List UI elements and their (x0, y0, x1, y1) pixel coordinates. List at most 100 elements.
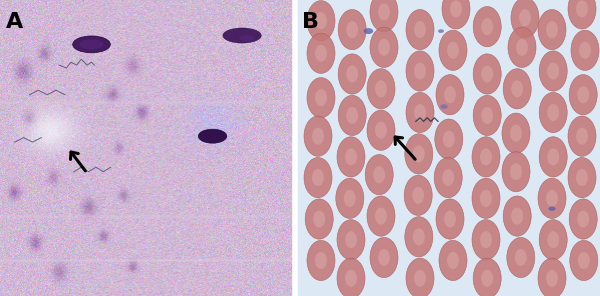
Ellipse shape (312, 169, 324, 186)
Ellipse shape (307, 33, 335, 73)
Ellipse shape (546, 190, 558, 207)
Ellipse shape (569, 75, 597, 115)
Ellipse shape (405, 217, 433, 257)
Ellipse shape (516, 39, 528, 56)
Ellipse shape (199, 129, 227, 143)
Ellipse shape (337, 137, 365, 177)
Ellipse shape (576, 0, 588, 17)
Bar (295, 0, 600, 296)
Ellipse shape (367, 196, 395, 236)
Ellipse shape (511, 207, 523, 225)
Ellipse shape (547, 148, 559, 165)
Text: B: B (302, 12, 319, 32)
Ellipse shape (503, 69, 531, 109)
Ellipse shape (539, 137, 567, 177)
Ellipse shape (480, 231, 492, 248)
Ellipse shape (80, 39, 103, 49)
Ellipse shape (511, 0, 539, 38)
Ellipse shape (539, 220, 567, 260)
Ellipse shape (406, 9, 434, 50)
Ellipse shape (444, 210, 456, 228)
Ellipse shape (539, 51, 567, 91)
Ellipse shape (473, 54, 501, 94)
Ellipse shape (315, 252, 327, 269)
Ellipse shape (547, 62, 559, 80)
Ellipse shape (346, 107, 358, 124)
Ellipse shape (481, 18, 493, 35)
Ellipse shape (442, 169, 454, 186)
Ellipse shape (307, 1, 335, 41)
Ellipse shape (315, 12, 327, 29)
Ellipse shape (503, 196, 531, 236)
Ellipse shape (570, 240, 598, 281)
Ellipse shape (473, 7, 501, 47)
Ellipse shape (412, 187, 424, 204)
Ellipse shape (338, 54, 366, 94)
Ellipse shape (576, 128, 588, 145)
Ellipse shape (547, 231, 559, 248)
Ellipse shape (568, 0, 596, 29)
Ellipse shape (569, 199, 597, 239)
Ellipse shape (578, 252, 590, 269)
Ellipse shape (481, 107, 493, 124)
Ellipse shape (546, 270, 558, 287)
Ellipse shape (406, 92, 434, 133)
Ellipse shape (414, 270, 426, 287)
Ellipse shape (345, 231, 357, 248)
Ellipse shape (378, 39, 390, 56)
Ellipse shape (370, 237, 398, 278)
Ellipse shape (481, 65, 493, 83)
Ellipse shape (378, 3, 390, 20)
Ellipse shape (434, 157, 462, 198)
Ellipse shape (515, 249, 527, 266)
Ellipse shape (414, 62, 426, 80)
Ellipse shape (510, 125, 522, 142)
Ellipse shape (307, 78, 335, 118)
Ellipse shape (365, 155, 393, 195)
Ellipse shape (571, 30, 599, 70)
Ellipse shape (414, 21, 426, 38)
Ellipse shape (447, 252, 459, 269)
Ellipse shape (472, 178, 500, 218)
Ellipse shape (345, 148, 357, 165)
Ellipse shape (439, 240, 467, 281)
Ellipse shape (576, 169, 588, 186)
Ellipse shape (538, 258, 566, 296)
Ellipse shape (223, 28, 261, 43)
Ellipse shape (568, 116, 596, 156)
Ellipse shape (313, 210, 325, 228)
Ellipse shape (344, 190, 356, 207)
Ellipse shape (508, 27, 536, 67)
Ellipse shape (436, 75, 464, 115)
Ellipse shape (438, 29, 444, 33)
Ellipse shape (405, 134, 433, 174)
Ellipse shape (375, 122, 387, 139)
Ellipse shape (502, 113, 530, 153)
Ellipse shape (346, 21, 358, 38)
Ellipse shape (315, 89, 327, 106)
Ellipse shape (304, 116, 332, 156)
Ellipse shape (507, 237, 535, 278)
Ellipse shape (510, 163, 522, 180)
Ellipse shape (519, 9, 531, 26)
Ellipse shape (539, 92, 567, 133)
Ellipse shape (442, 0, 470, 29)
Ellipse shape (375, 207, 387, 225)
Ellipse shape (315, 45, 327, 62)
Ellipse shape (440, 104, 448, 109)
Ellipse shape (370, 27, 398, 67)
Ellipse shape (443, 131, 455, 148)
Ellipse shape (481, 270, 493, 287)
Ellipse shape (367, 69, 395, 109)
Ellipse shape (346, 65, 358, 83)
Ellipse shape (547, 104, 559, 121)
Ellipse shape (312, 128, 324, 145)
Ellipse shape (367, 110, 395, 150)
Ellipse shape (450, 0, 462, 17)
Ellipse shape (548, 207, 556, 211)
Ellipse shape (444, 86, 456, 103)
Ellipse shape (239, 35, 254, 41)
Ellipse shape (435, 119, 463, 159)
Ellipse shape (304, 157, 332, 198)
Ellipse shape (538, 9, 566, 50)
